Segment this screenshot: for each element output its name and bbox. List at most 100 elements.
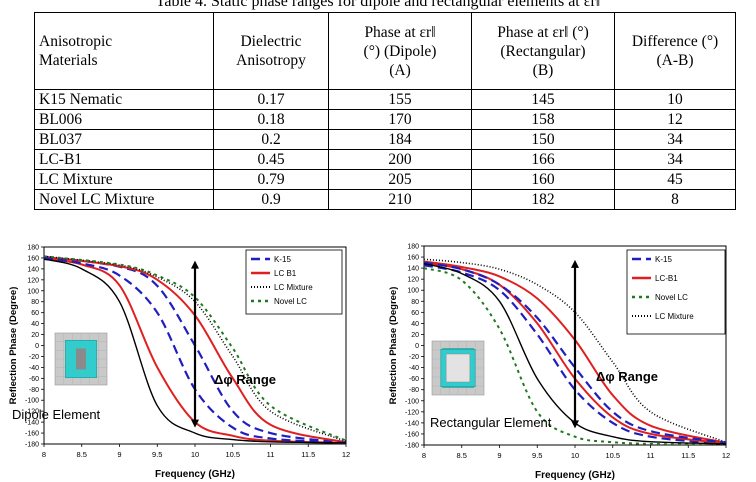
header-line: (A) (389, 61, 411, 79)
rect-x-tick-label: 8 (422, 451, 426, 460)
cell-phase-b: 145 (471, 89, 615, 110)
dipole-legend-label: LC Mixture (274, 283, 313, 292)
rect-x-tick-label: 9.5 (532, 451, 542, 460)
dipole-element-label: Dipole Element (12, 407, 101, 422)
dipole-y-tick-label: -20 (29, 354, 39, 361)
dipole-y-tick-label: 60 (31, 310, 39, 317)
header-line: Phase at εr‖ (364, 23, 436, 41)
rect-x-tick-label: 8.5 (457, 451, 467, 460)
rect-y-tick-label: 120 (407, 277, 419, 284)
rect-y-tick-label: 140 (407, 266, 419, 273)
dipole-legend-box (245, 249, 343, 315)
table-caption: Table 4. Static phase ranges for dipole … (155, 0, 601, 10)
cell-material: K15 Nematic (34, 89, 214, 110)
cell-anisotropy: 0.18 (213, 109, 329, 130)
header-line: Anisotropic (39, 33, 113, 50)
dipole-x-axis-label: Frequency (GHz) (155, 469, 235, 480)
cell-material: Novel LC Mixture (34, 189, 214, 210)
header-materials: Anisotropic Materials (34, 12, 214, 90)
dipole-x-tick-label: 10.5 (225, 450, 240, 459)
table-header-row: Anisotropic Materials Dielectric Anisotr… (34, 12, 736, 90)
cell-phase-b: 182 (471, 189, 615, 210)
rect-y-tick-label: 100 (407, 288, 419, 295)
rect-x-tick-label: 10.5 (605, 451, 620, 460)
rect-legend-label: LC-B1 (655, 274, 678, 283)
dipole-legend-label: K-15 (274, 255, 291, 264)
rect-patch (445, 353, 471, 383)
rect-range-arrow-head-top (571, 259, 579, 268)
table-row: LC-B1 0.45 200 166 34 (34, 149, 736, 170)
cell-phase-a: 210 (328, 189, 472, 210)
dipole-x-tick-label: 11 (267, 450, 275, 459)
cell-difference: 12 (614, 109, 736, 130)
dipole-y-tick-label: 160 (27, 255, 39, 262)
cell-difference: 8 (614, 189, 736, 210)
dipole-range-label: Δφ Range (214, 372, 276, 387)
rect-x-tick-label: 11 (647, 451, 655, 460)
dipole-series-line-unlabeled-6 (44, 258, 346, 444)
rect-series-line-lc-b1 (424, 260, 726, 444)
dipole-y-tick-label: 20 (31, 332, 39, 339)
rect-y-tick-label: -20 (409, 354, 419, 361)
rect-y-tick-label: -180 (405, 443, 419, 450)
dipole-y-tick-label: -180 (25, 442, 39, 449)
cell-phase-a: 205 (328, 169, 472, 190)
dipole-x-tick-label: 11.5 (301, 450, 315, 459)
dipole-y-tick-label: -40 (29, 365, 39, 372)
dipole-y-tick-label: 40 (31, 321, 39, 328)
dipole-y-tick-label: 100 (27, 288, 39, 295)
table-row: LC Mixture 0.79 205 160 45 (34, 169, 736, 190)
rect-x-tick-label: 9 (497, 451, 501, 460)
rect-y-tick-label: 20 (411, 332, 419, 339)
rect-legend-box (626, 249, 726, 335)
cell-phase-b: 158 (471, 109, 615, 130)
header-line: (A-B) (656, 52, 694, 69)
rect-x-tick-label: 10 (571, 451, 579, 460)
rect-x-tick-label: 12 (722, 451, 730, 460)
table-row: BL037 0.2 184 150 34 (34, 129, 736, 150)
header-difference: Difference (°) (A-B) (614, 12, 736, 90)
dipole-y-tick-label: -160 (25, 431, 39, 438)
dipole-legend-label: LC B1 (274, 269, 297, 278)
table-row: Novel LC Mixture 0.9 210 182 8 (34, 189, 736, 210)
dipole-range-arrow-head-top (191, 260, 199, 269)
dipole-patch (76, 348, 86, 370)
header-phase-rectangular: Phase at εr‖ (°) (Rectangular) (B) (471, 12, 615, 90)
rect-y-tick-label: -40 (409, 365, 419, 372)
dipole-y-tick-label: 0 (35, 343, 39, 350)
cell-anisotropy: 0.9 (213, 189, 329, 210)
cell-difference: 34 (614, 149, 736, 170)
dipole-y-tick-label: -100 (25, 398, 39, 405)
rect-y-tick-label: -120 (405, 409, 419, 416)
header-line: Dielectric (240, 33, 302, 50)
dipole-y-tick-label: -140 (25, 420, 39, 427)
cell-difference: 34 (614, 129, 736, 150)
header-phase-dipole: Phase at εr‖ (°) (Dipole) (A) (328, 12, 472, 90)
rect-series-line-unlabeled-6 (424, 263, 726, 445)
rect-series-group (424, 258, 726, 445)
cell-anisotropy: 0.17 (213, 89, 329, 110)
dipole-y-tick-label: 180 (27, 245, 39, 252)
cell-anisotropy: 0.2 (213, 129, 329, 150)
rect-y-tick-label: -160 (405, 431, 419, 438)
rect-y-tick-label: 60 (411, 310, 419, 317)
cell-phase-a: 200 (328, 149, 472, 170)
cell-anisotropy: 0.45 (213, 149, 329, 170)
rect-element-label: Rectangular Element (430, 415, 552, 430)
dipole-y-axis-label: Reflection Phase (Degree) (8, 287, 19, 405)
cell-difference: 10 (614, 89, 736, 110)
cell-anisotropy: 0.79 (213, 169, 329, 190)
rect-x-tick-label: 11.5 (681, 451, 695, 460)
header-line: (Rectangular) (500, 42, 586, 60)
rect-y-tick-label: 0 (415, 343, 419, 350)
header-anisotropy: Dielectric Anisotropy (213, 12, 329, 90)
header-line: Materials (39, 52, 98, 69)
table-row: BL006 0.18 170 158 12 (34, 109, 736, 130)
cell-material: BL006 (34, 109, 214, 130)
dipole-y-tick-label: 120 (27, 277, 39, 284)
rect-y-tick-label: 180 (407, 244, 419, 251)
dipole-y-tick-label: -80 (29, 387, 39, 394)
header-line: (°) (Dipole) (363, 42, 437, 60)
dipole-series-line-unlabeled-4 (44, 258, 346, 444)
dipole-series-line-unlabeled-5 (44, 256, 346, 444)
